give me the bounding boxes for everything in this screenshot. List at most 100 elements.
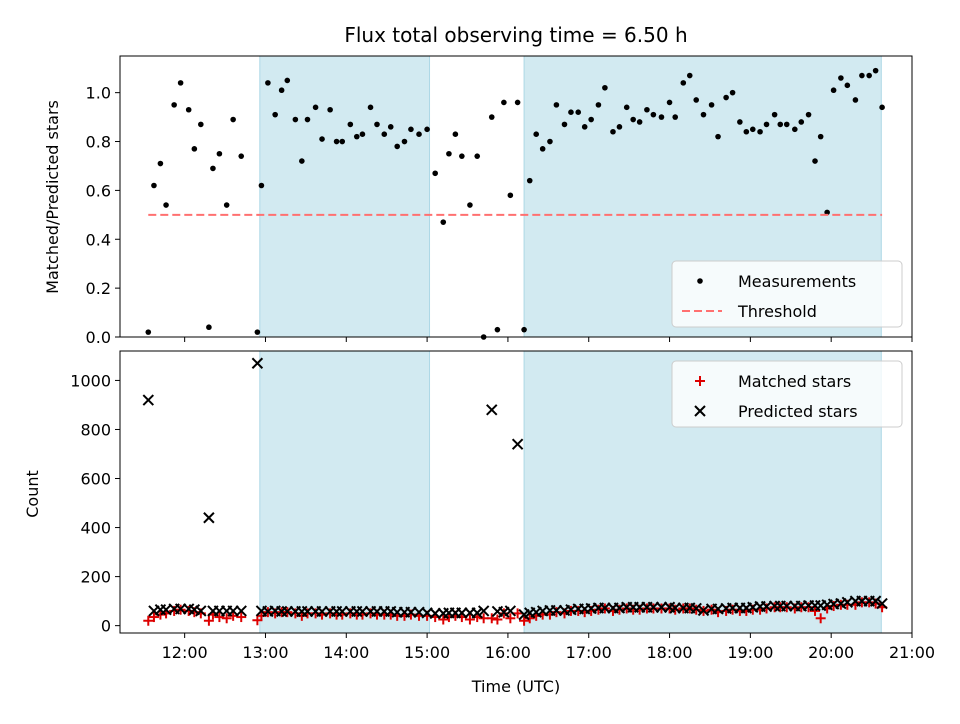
x-b bbox=[203, 512, 215, 524]
legend-box-1 bbox=[671, 360, 903, 428]
predicted-star-point bbox=[599, 602, 611, 614]
predicted-star-point bbox=[251, 357, 264, 369]
predicted-star-point bbox=[316, 605, 328, 618]
measurement-point bbox=[666, 99, 673, 106]
measurement-point bbox=[812, 158, 818, 164]
measurement-point bbox=[783, 121, 790, 128]
measurement-point bbox=[299, 158, 305, 164]
measurement-point bbox=[672, 114, 679, 120]
measurement-point bbox=[347, 121, 354, 128]
measurement-point bbox=[737, 119, 743, 125]
measurement-point bbox=[198, 121, 204, 128]
measurement-point bbox=[852, 97, 859, 103]
measurement-point bbox=[879, 104, 885, 111]
predicted-star-point bbox=[301, 605, 314, 618]
measurement-point bbox=[859, 72, 865, 79]
measurement-point bbox=[610, 128, 616, 135]
x-b bbox=[655, 601, 668, 613]
measurement-point bbox=[278, 87, 285, 94]
y-tick-label-1-4: 800 bbox=[80, 420, 111, 439]
x-b bbox=[697, 604, 710, 617]
matched-star-point bbox=[203, 615, 214, 626]
measurement-point bbox=[700, 111, 707, 118]
measurement-point bbox=[459, 153, 465, 159]
measurement-point bbox=[805, 111, 812, 118]
y-tick-label-0-1: 0.2 bbox=[86, 279, 111, 298]
x-tick-label-2: 14:00 bbox=[323, 643, 369, 662]
x-b bbox=[876, 597, 888, 610]
measurement-point bbox=[693, 97, 700, 103]
measurement-point bbox=[488, 114, 495, 120]
shaded-interval-0-0 bbox=[259, 55, 431, 338]
matched-star-point bbox=[143, 615, 154, 626]
legend-box-0 bbox=[671, 260, 903, 328]
axes-frame-1 bbox=[119, 350, 913, 634]
measurement-point bbox=[547, 138, 553, 145]
measurement-point bbox=[650, 111, 657, 118]
x-b bbox=[712, 603, 724, 615]
x-b bbox=[647, 601, 660, 613]
measurement-point bbox=[507, 192, 514, 199]
measurement-point bbox=[575, 109, 582, 115]
matched-star-point bbox=[519, 615, 530, 626]
predicted-star-point bbox=[235, 605, 247, 617]
predicted-star-point bbox=[781, 600, 793, 612]
x-b bbox=[869, 595, 882, 607]
measurement-point bbox=[777, 121, 784, 128]
x-axis-label: Time (UTC) bbox=[471, 677, 560, 696]
predicted-star-point bbox=[486, 404, 498, 416]
y-tick-label-1-0: 0 bbox=[101, 617, 111, 636]
measurement-point bbox=[708, 102, 715, 108]
matched-star-point bbox=[505, 613, 516, 624]
measurement-point bbox=[474, 153, 481, 159]
x-b bbox=[471, 607, 483, 619]
predicted-star-point bbox=[876, 597, 888, 610]
matched-star-point bbox=[438, 614, 449, 625]
matched-star-point bbox=[551, 607, 562, 618]
measurement-point bbox=[817, 133, 824, 140]
x-b bbox=[486, 404, 498, 416]
legend-label-0-1: Threshold bbox=[737, 302, 817, 321]
x-tick-label-5: 17:00 bbox=[566, 643, 612, 662]
measurement-point bbox=[568, 109, 574, 115]
measurement-point bbox=[374, 121, 380, 128]
x-b bbox=[356, 605, 369, 618]
measurement-point bbox=[416, 131, 422, 137]
measurement-point bbox=[494, 326, 501, 333]
x-b bbox=[477, 605, 490, 617]
measurement-point bbox=[467, 202, 473, 208]
y-tick-label-1-5: 1000 bbox=[70, 371, 111, 390]
x-b bbox=[316, 605, 328, 618]
measurement-point bbox=[630, 116, 636, 123]
x-b bbox=[188, 603, 201, 616]
measurement-point bbox=[394, 143, 401, 150]
measurement-point bbox=[206, 324, 212, 331]
measurement-point bbox=[304, 116, 311, 123]
x-b bbox=[504, 605, 517, 617]
predicted-star-point bbox=[471, 607, 483, 619]
measurement-point bbox=[424, 126, 430, 133]
predicted-star-point bbox=[655, 601, 668, 613]
measurement-point bbox=[824, 209, 830, 216]
measurement-point bbox=[387, 124, 394, 130]
x-tick-label-4: 16:00 bbox=[485, 643, 531, 662]
measurement-point bbox=[616, 124, 623, 130]
y-tick-label-0-2: 0.4 bbox=[86, 230, 111, 249]
measurement-point bbox=[602, 84, 608, 91]
x-b bbox=[227, 605, 239, 617]
measurement-point bbox=[872, 67, 879, 74]
predicted-star-point bbox=[356, 605, 369, 618]
measurement-point bbox=[723, 94, 729, 101]
measurement-point bbox=[501, 99, 507, 106]
predicted-star-point bbox=[477, 605, 490, 617]
shaded-interval-1-0 bbox=[259, 350, 431, 634]
measurement-point bbox=[265, 80, 271, 86]
measurement-point bbox=[514, 99, 521, 106]
x-b bbox=[760, 600, 773, 613]
x-b bbox=[429, 607, 441, 620]
y-tick-label-1-2: 400 bbox=[80, 519, 111, 538]
measurement-point bbox=[792, 126, 798, 133]
x-b bbox=[841, 596, 854, 609]
measurement-point bbox=[319, 136, 325, 142]
measurement-point bbox=[771, 111, 778, 118]
